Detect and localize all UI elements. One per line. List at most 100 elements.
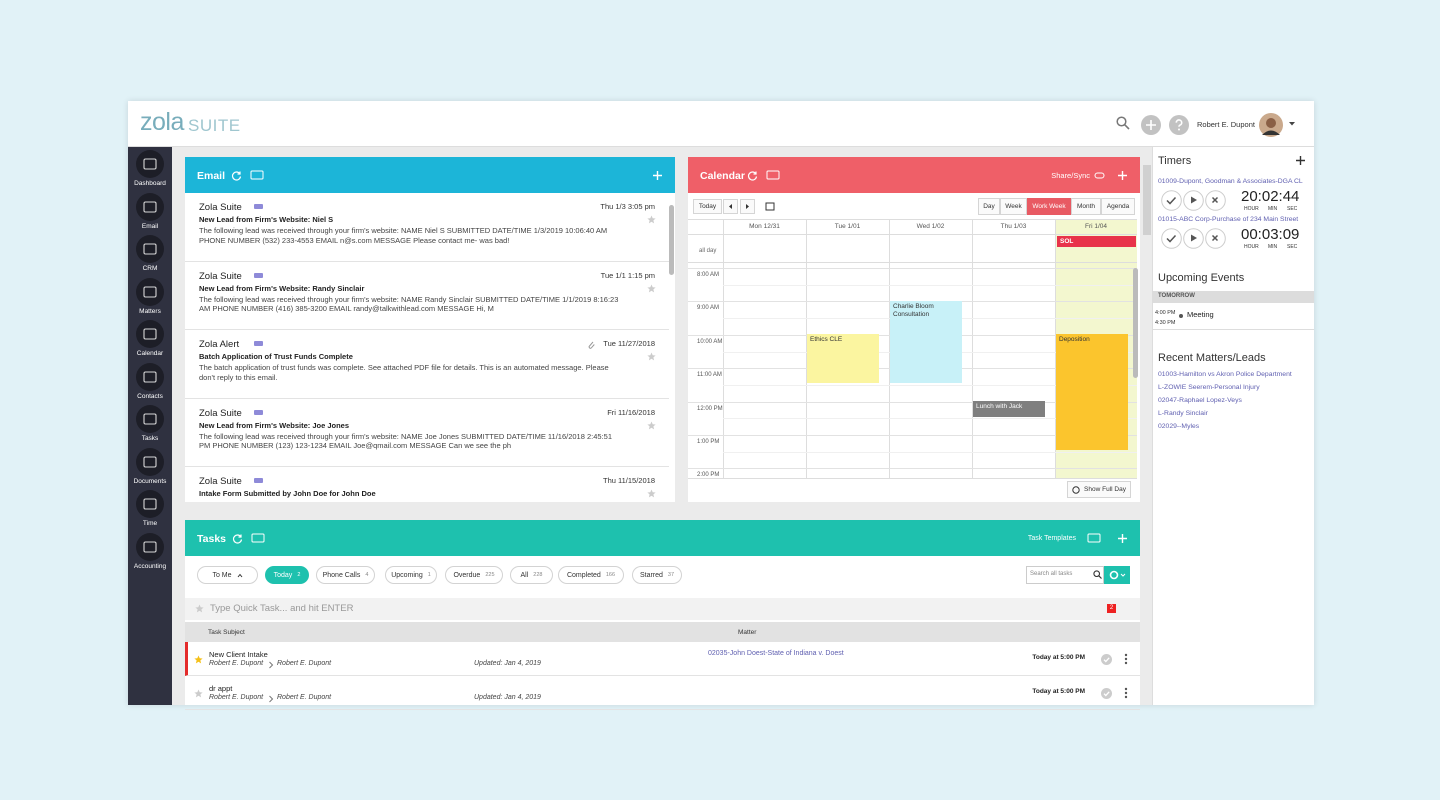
task-filter[interactable]: Starred 37 bbox=[632, 566, 682, 584]
view-button[interactable]: Day bbox=[978, 198, 1000, 215]
sidebar-icon[interactable] bbox=[136, 447, 164, 476]
task-row[interactable] bbox=[185, 676, 1140, 710]
calendar-event[interactable]: Charlie Bloom Consultation bbox=[890, 301, 962, 383]
timer-matter[interactable]: 01015-ABC Corp-Purchase of 234 Main Stre… bbox=[1158, 216, 1299, 223]
email-item[interactable]: Zola Alert Tue 11/27/2018 Batch Applicatio… bbox=[185, 330, 669, 399]
sidebar-label[interactable]: Time bbox=[142, 520, 158, 527]
star-icon[interactable] bbox=[647, 421, 656, 430]
email-item[interactable]: Zola Suite Fri 11/16/2018 New Lead from Fi… bbox=[185, 399, 669, 468]
row-menu[interactable] bbox=[1124, 653, 1128, 665]
recent-link[interactable]: L-Randy Sinclair bbox=[1158, 410, 1208, 417]
task-filter[interactable]: Today 2 bbox=[265, 566, 309, 584]
task-matter[interactable]: 02035-John Doest-State of Indiana v. Doe… bbox=[708, 650, 844, 657]
plus-icon[interactable] bbox=[1117, 533, 1128, 544]
star-icon[interactable] bbox=[194, 689, 203, 698]
task-search[interactable]: Search all tasks bbox=[1026, 566, 1104, 584]
show-full-day[interactable]: Show Full Day bbox=[1067, 481, 1131, 498]
task-subject[interactable]: dr appt bbox=[209, 684, 233, 693]
add-button[interactable] bbox=[1141, 115, 1161, 135]
email-item[interactable]: Zola Suite Tue 1/1 1:15 pm New Lead from F… bbox=[185, 262, 669, 331]
share-sync[interactable]: Share/Sync bbox=[1051, 171, 1090, 180]
recent-link[interactable]: 02047-Raphael Lopez-Veys bbox=[1158, 397, 1242, 404]
task-filter[interactable]: To Me bbox=[197, 566, 258, 584]
timer-control[interactable] bbox=[1161, 190, 1182, 211]
calendar-event[interactable]: Lunch with Jack bbox=[973, 401, 1045, 417]
event-name[interactable]: Meeting bbox=[1187, 310, 1214, 319]
complete-check[interactable] bbox=[1101, 688, 1112, 699]
next-button[interactable] bbox=[740, 199, 755, 214]
recent-link[interactable]: 02029--Myles bbox=[1158, 423, 1200, 430]
sidebar-icon[interactable] bbox=[136, 490, 164, 518]
task-filter[interactable]: Overdue 225 bbox=[445, 566, 503, 584]
task-templates[interactable]: Task Templates bbox=[1027, 535, 1076, 542]
view-button[interactable]: Week bbox=[1000, 198, 1027, 215]
prev-button[interactable] bbox=[723, 199, 738, 214]
help-button[interactable] bbox=[1169, 115, 1189, 135]
timer-control[interactable] bbox=[1183, 190, 1204, 211]
sidebar-icon[interactable] bbox=[136, 320, 164, 348]
task-filter[interactable]: Phone Calls 4 bbox=[316, 566, 375, 584]
star-icon[interactable] bbox=[647, 352, 656, 361]
timer-control[interactable] bbox=[1161, 228, 1182, 249]
sidebar-label[interactable]: Contacts bbox=[137, 392, 163, 400]
calendar-event[interactable]: Ethics CLE bbox=[807, 334, 879, 383]
popout-icon[interactable] bbox=[250, 170, 264, 181]
sidebar-icon[interactable] bbox=[136, 532, 164, 561]
popout-icon[interactable] bbox=[766, 170, 780, 181]
sidebar-label[interactable]: Email bbox=[141, 222, 159, 230]
sidebar-label[interactable]: Documents bbox=[133, 477, 167, 485]
date-picker[interactable] bbox=[765, 201, 775, 211]
plus-icon[interactable] bbox=[1295, 155, 1306, 166]
sidebar-label[interactable]: Dashboard bbox=[134, 180, 166, 187]
task-filter[interactable]: Completed 166 bbox=[558, 566, 624, 584]
sidebar-label[interactable]: Tasks bbox=[141, 435, 159, 442]
email-item[interactable]: Zola Suite Thu 11/15/2018 Intake Form Subm… bbox=[185, 467, 669, 502]
star-icon[interactable] bbox=[194, 655, 203, 664]
sidebar-label[interactable]: Calendar bbox=[136, 350, 164, 357]
plus-icon[interactable] bbox=[1117, 170, 1128, 181]
star-icon[interactable] bbox=[647, 215, 656, 224]
refresh-icon[interactable] bbox=[231, 170, 242, 181]
timer-control[interactable] bbox=[1205, 228, 1226, 249]
sidebar-label[interactable]: CRM bbox=[142, 265, 158, 272]
sidebar-icon[interactable] bbox=[136, 150, 164, 178]
popout-icon[interactable] bbox=[1087, 533, 1101, 544]
refresh-icon[interactable] bbox=[232, 533, 243, 544]
sidebar-label[interactable]: Matters bbox=[139, 307, 161, 315]
email-item[interactable]: Zola Suite Thu 1/3 3:05 pm New Lead from F… bbox=[185, 193, 669, 262]
quick-task-input[interactable]: Type Quick Task... and hit ENTER bbox=[210, 603, 354, 614]
settings-button[interactable] bbox=[1104, 566, 1130, 584]
sidebar-icon[interactable] bbox=[136, 235, 164, 263]
task-subject[interactable]: New Client Intake bbox=[209, 650, 268, 659]
view-button[interactable]: Month bbox=[1071, 198, 1101, 215]
user-name[interactable]: Robert E. Dupont bbox=[1197, 120, 1255, 129]
calendar-event[interactable]: Deposition bbox=[1056, 334, 1128, 450]
recent-link[interactable]: 01003-Hamilton vs Akron Police Departmen… bbox=[1158, 371, 1292, 378]
sidebar-icon[interactable] bbox=[136, 362, 164, 391]
row-menu[interactable] bbox=[1124, 687, 1128, 699]
task-row[interactable] bbox=[185, 642, 1140, 676]
user-caret[interactable] bbox=[1288, 121, 1296, 127]
popout-icon[interactable] bbox=[251, 533, 265, 544]
calendar-event[interactable]: SOL bbox=[1057, 236, 1136, 247]
sidebar-label[interactable]: Accounting bbox=[133, 562, 167, 570]
recent-link[interactable]: L-ZOWIE Seerem-Personal Injury bbox=[1158, 384, 1260, 391]
today-button[interactable]: Today bbox=[693, 199, 722, 214]
sidebar-icon[interactable] bbox=[136, 277, 164, 306]
view-button[interactable]: Work Week bbox=[1027, 198, 1071, 215]
sidebar-icon[interactable] bbox=[136, 405, 164, 433]
view-button[interactable]: Agenda bbox=[1101, 198, 1135, 215]
complete-check[interactable] bbox=[1101, 654, 1112, 665]
timer-matter[interactable]: 01009-Dupont, Goodman & Associates-DGA C… bbox=[1158, 178, 1303, 185]
sidebar-icon[interactable] bbox=[136, 192, 164, 221]
timer-control[interactable] bbox=[1205, 190, 1226, 211]
star-icon[interactable] bbox=[647, 284, 656, 293]
plus-icon[interactable] bbox=[652, 170, 663, 181]
task-filter[interactable]: All 228 bbox=[510, 566, 553, 584]
avatar[interactable] bbox=[1259, 113, 1283, 137]
refresh-icon[interactable] bbox=[747, 170, 758, 181]
timer-control[interactable] bbox=[1183, 228, 1204, 249]
star-icon[interactable] bbox=[647, 489, 656, 498]
task-filter[interactable]: Upcoming 1 bbox=[385, 566, 437, 584]
search-icon[interactable] bbox=[1116, 116, 1130, 130]
